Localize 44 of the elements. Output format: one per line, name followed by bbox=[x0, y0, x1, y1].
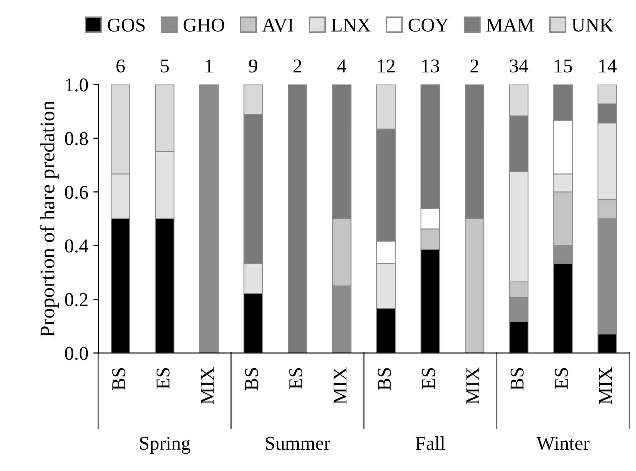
y-tick-label: 0.2 bbox=[65, 293, 88, 307]
text: 6 bbox=[116, 60, 125, 73]
text: Winter bbox=[536, 437, 590, 450]
x-tick-label: ES bbox=[156, 368, 170, 390]
x-tick-label: MIX bbox=[599, 367, 612, 404]
x-tick-label: MIX bbox=[201, 367, 214, 404]
x-tick-label: BS bbox=[245, 368, 258, 390]
legend-label: AVI bbox=[262, 18, 294, 32]
x-tick-label: MIX bbox=[466, 367, 480, 404]
x-tick-label: BS bbox=[112, 368, 126, 390]
y-tick-label: 0.6 bbox=[65, 186, 88, 200]
x-tick-label: BS bbox=[510, 368, 524, 390]
x-tick-label: ES bbox=[422, 368, 436, 390]
text: 34 bbox=[510, 60, 528, 73]
text: Fall bbox=[416, 436, 446, 450]
text: Spring bbox=[140, 437, 191, 454]
y-tick-label: 0.0 bbox=[65, 347, 88, 360]
y-axis-title: Proportion of hare predation bbox=[40, 101, 59, 337]
legend-label: UNK bbox=[572, 18, 614, 32]
text: 1 bbox=[206, 60, 213, 73]
y-tick-label: 0.8 bbox=[65, 132, 88, 146]
x-tick-label: ES bbox=[290, 368, 303, 390]
legend-label: GHO bbox=[184, 18, 224, 32]
x-tick-label: BS bbox=[378, 368, 392, 390]
text: 4 bbox=[338, 60, 347, 73]
x-tick-label: ES bbox=[555, 368, 568, 390]
text: 2 bbox=[470, 60, 479, 73]
text: 15 bbox=[555, 60, 572, 73]
y-tick-label: 1.0 bbox=[66, 78, 88, 92]
text: 5 bbox=[161, 60, 170, 73]
legend-label: MAM bbox=[486, 18, 534, 32]
text: Summer bbox=[266, 437, 331, 450]
text: 13 bbox=[422, 60, 440, 73]
text: 14 bbox=[600, 60, 617, 73]
bar bbox=[200, 84, 219, 354]
text: 12 bbox=[378, 60, 395, 73]
legend-label: COY bbox=[408, 18, 449, 32]
bar bbox=[288, 84, 308, 354]
legend-label: GOS bbox=[108, 18, 145, 32]
legend-label: LNX bbox=[332, 18, 371, 32]
y-tick-label: 0.4 bbox=[65, 240, 89, 253]
x-tick-label: MIX bbox=[334, 367, 347, 404]
text: 2 bbox=[294, 60, 302, 73]
text: 9 bbox=[249, 60, 258, 73]
